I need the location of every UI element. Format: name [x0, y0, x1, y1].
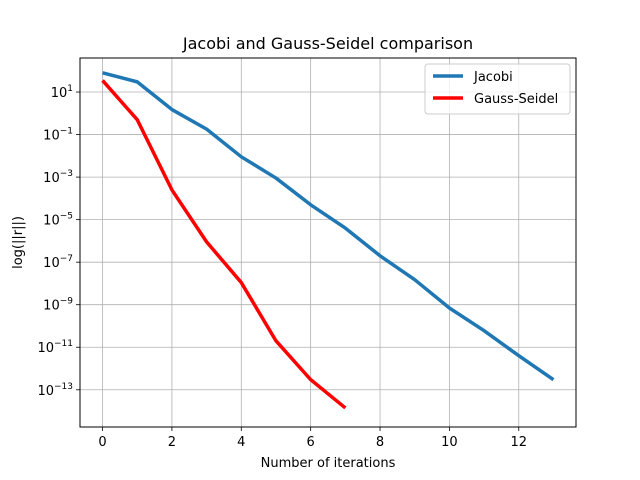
series-line-jacobi	[102, 71, 555, 382]
x-tick-label: 0	[98, 435, 106, 450]
y-tick-label: 10−9	[43, 297, 73, 314]
y-tick-label: 10−13	[37, 382, 73, 399]
series-line-gauss-seidel	[101, 79, 347, 410]
x-axis-label: Number of iterations	[261, 456, 396, 471]
x-tick-label: 10	[441, 435, 458, 450]
x-tick-label: 12	[510, 435, 527, 450]
y-tick-label: 10−7	[43, 254, 73, 271]
x-tick-label: 6	[307, 435, 315, 450]
series-lines	[101, 71, 555, 410]
x-tick-label: 8	[376, 435, 384, 450]
x-tick-label: 4	[237, 435, 245, 450]
x-tick-label: 2	[168, 435, 176, 450]
legend-label: Jacobi	[473, 70, 513, 85]
y-ticks: 101 10−1 10−3 10−5 10−7 10−9 10−11 10−13	[37, 84, 80, 399]
y-tick-label: 10−11	[37, 339, 73, 356]
y-tick-label: 10−1	[43, 127, 73, 144]
legend: Jacobi Gauss-Seidel	[424, 63, 571, 115]
axes-frame	[79, 57, 577, 428]
y-tick-label: 101	[51, 84, 73, 101]
grid	[80, 58, 576, 427]
y-tick-label: 10−5	[43, 212, 73, 229]
legend-label: Gauss-Seidel	[474, 92, 558, 107]
x-ticks: 0 2 4 6 8 10 12	[98, 427, 527, 450]
chart-title: Jacobi and Gauss-Seidel comparison	[182, 34, 473, 53]
y-axis-label: log(||r||)	[11, 216, 26, 269]
y-tick-label: 10−3	[43, 169, 73, 186]
